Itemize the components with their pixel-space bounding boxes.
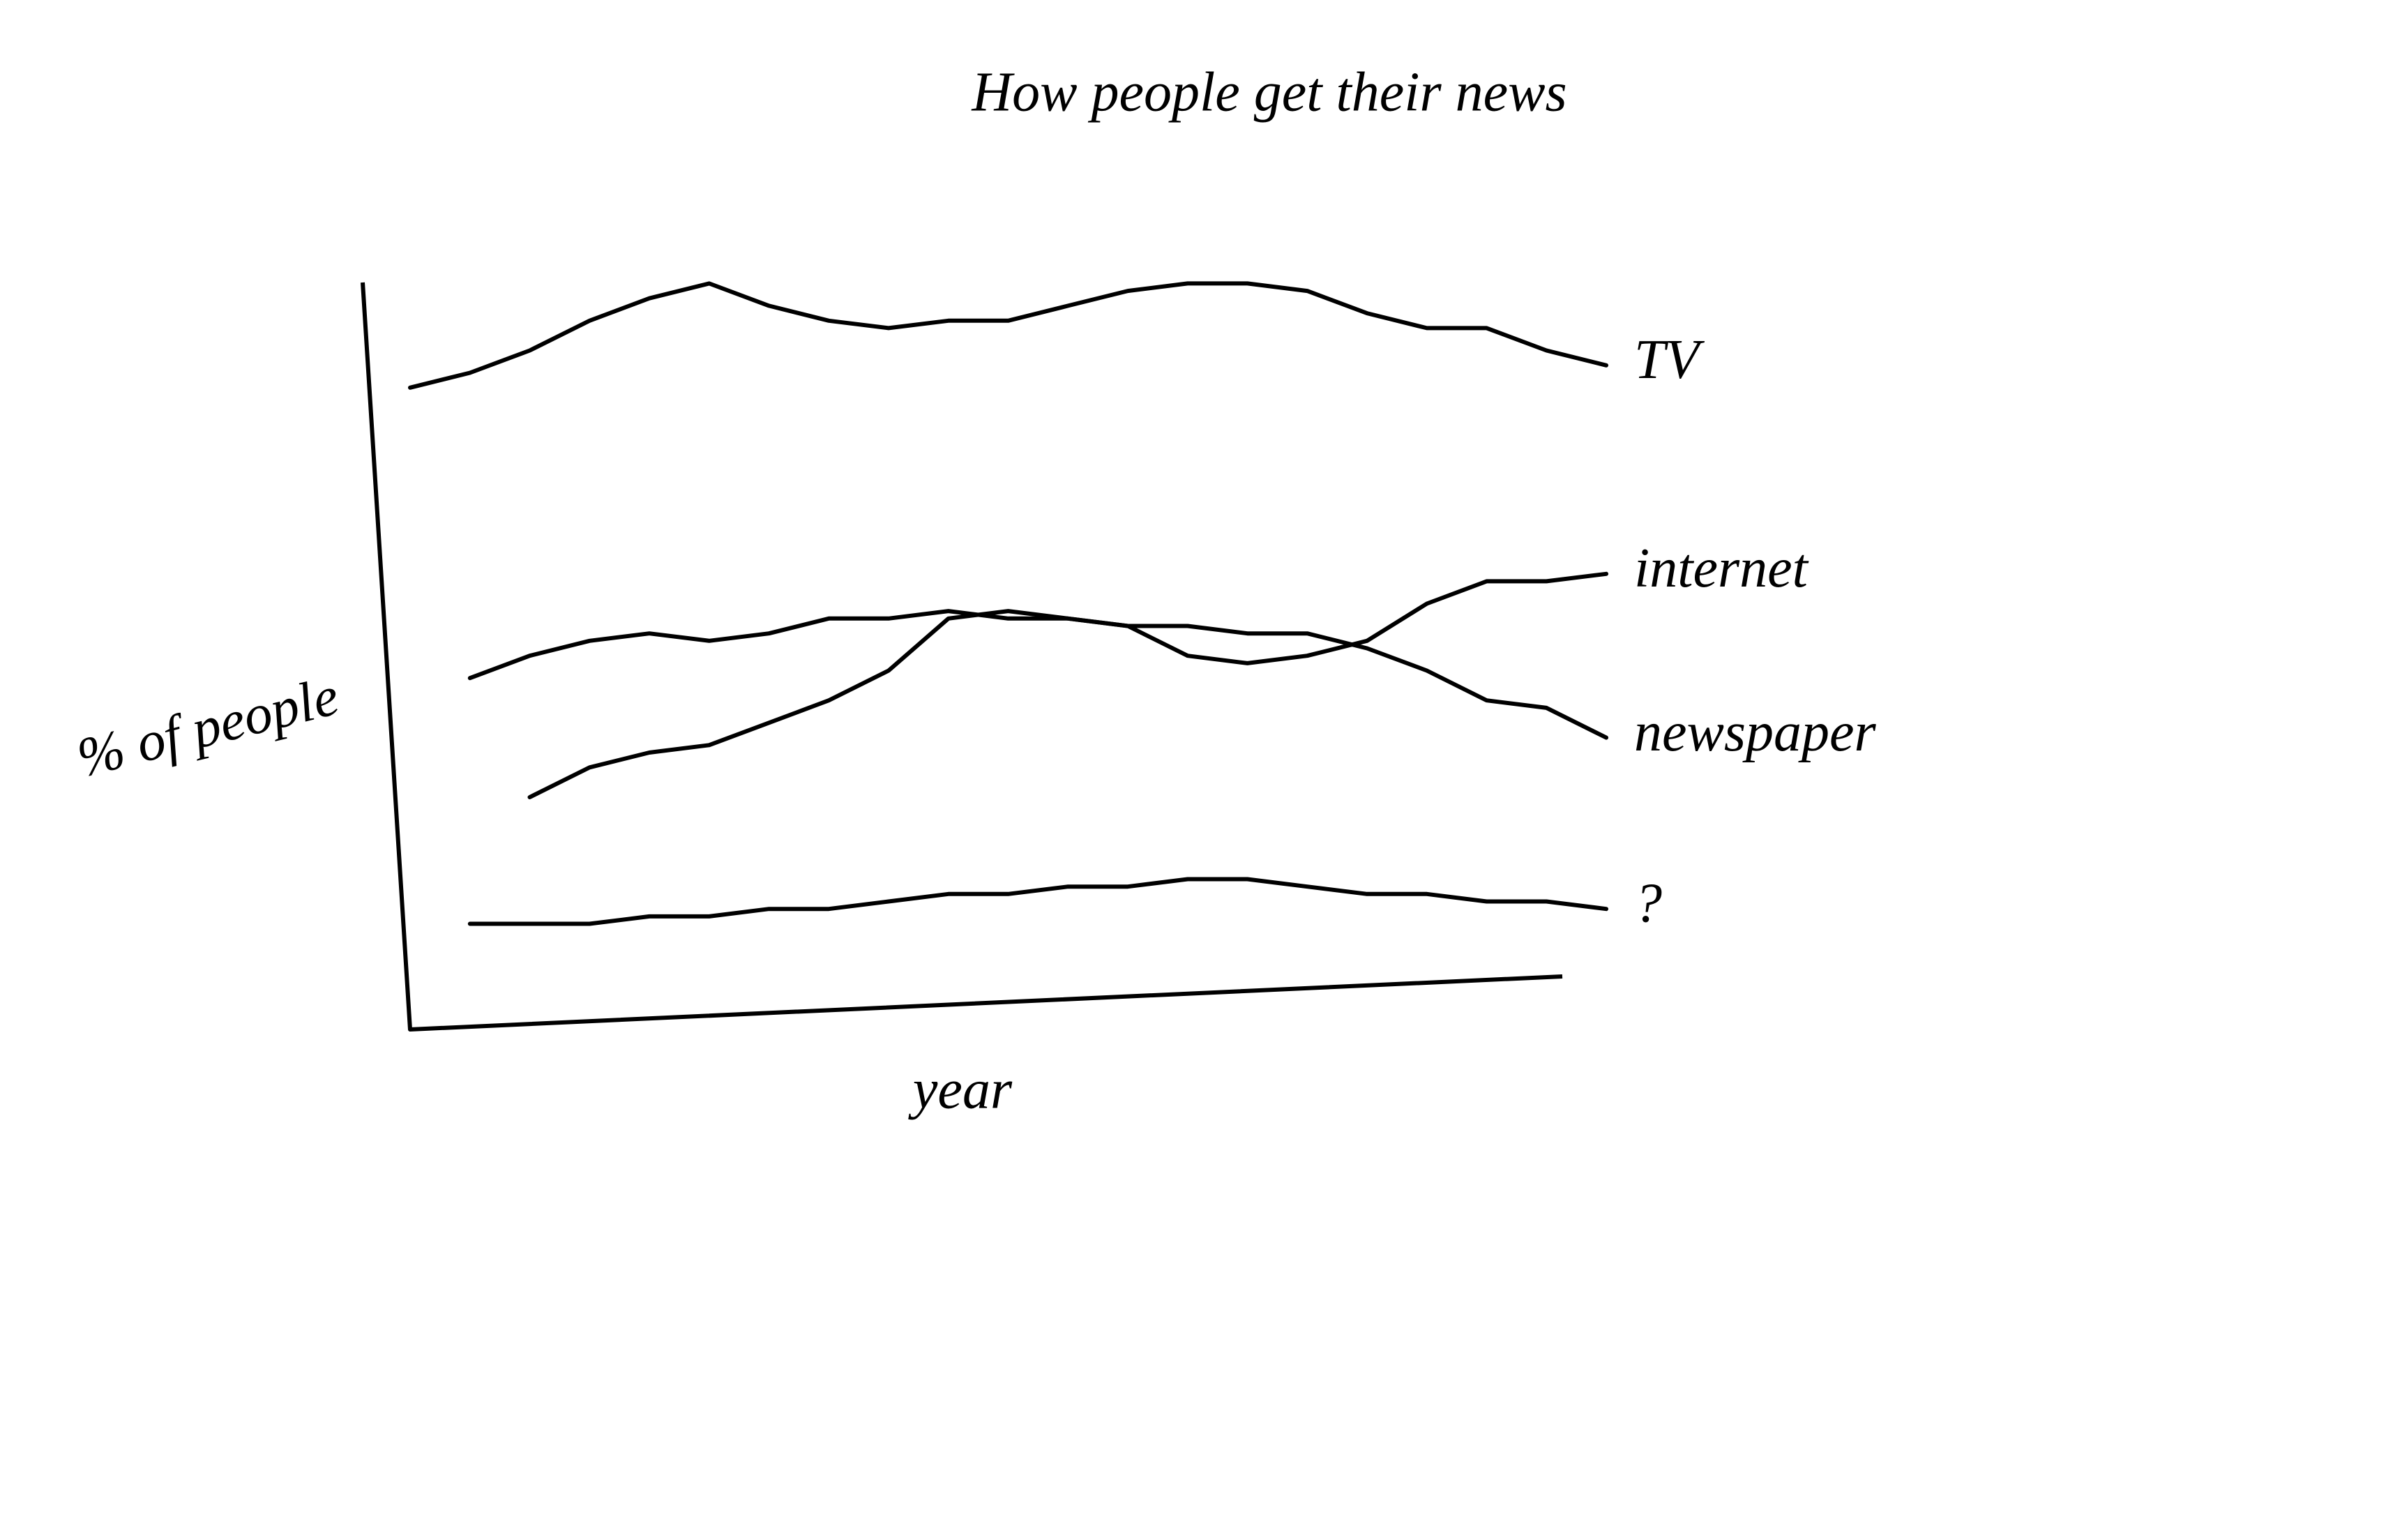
series-label: ?	[1634, 873, 1662, 935]
series-line	[408, 281, 1608, 390]
x-axis-label: year	[908, 1059, 1013, 1120]
chart-title: How people get their news	[971, 61, 1566, 123]
axes	[361, 282, 1563, 1032]
series-line	[467, 609, 1608, 740]
series-line	[467, 877, 1608, 926]
series-label: TV	[1634, 329, 1705, 391]
series-label: internet	[1634, 538, 1809, 599]
series-label: newspaper	[1634, 702, 1877, 763]
